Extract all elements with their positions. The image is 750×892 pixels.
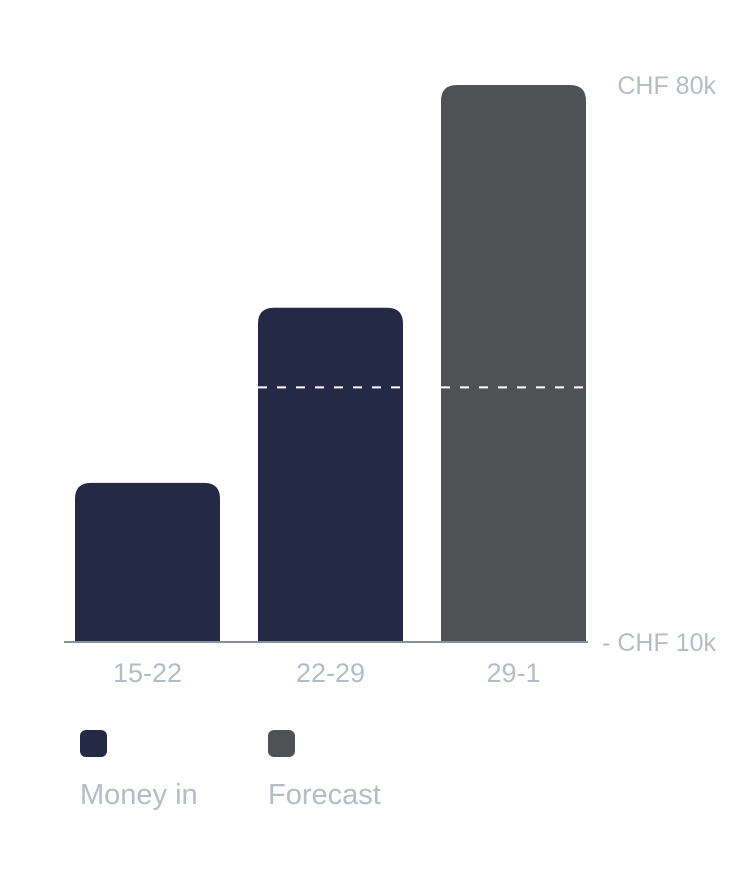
legend-item-forecast[interactable]: Forecast [268,730,456,812]
bars-group [75,85,586,642]
legend-item-money-in[interactable]: Money in [80,730,268,812]
legend-swatch-money-in [80,730,107,757]
y-tick-label: - CHF 10k [602,629,716,657]
x-tick-label: 29-1 [486,658,540,688]
legend: Money in Forecast [80,730,456,812]
y-tick-label: CHF 80k [617,72,716,100]
x-tick-labels: 15-22 22-29 29-1 [113,658,541,688]
bar-22-29[interactable] [258,307,403,642]
x-tick-label: 22-29 [296,658,365,688]
x-tick-label: 15-22 [113,658,182,688]
legend-label-forecast: Forecast [268,779,381,811]
legend-swatch-forecast [268,730,295,757]
bar-29-1[interactable] [441,85,586,642]
legend-label-money-in: Money in [80,779,198,811]
y-tick-labels: CHF 80k - CHF 10k [602,72,716,657]
bar-15-22[interactable] [75,482,220,642]
